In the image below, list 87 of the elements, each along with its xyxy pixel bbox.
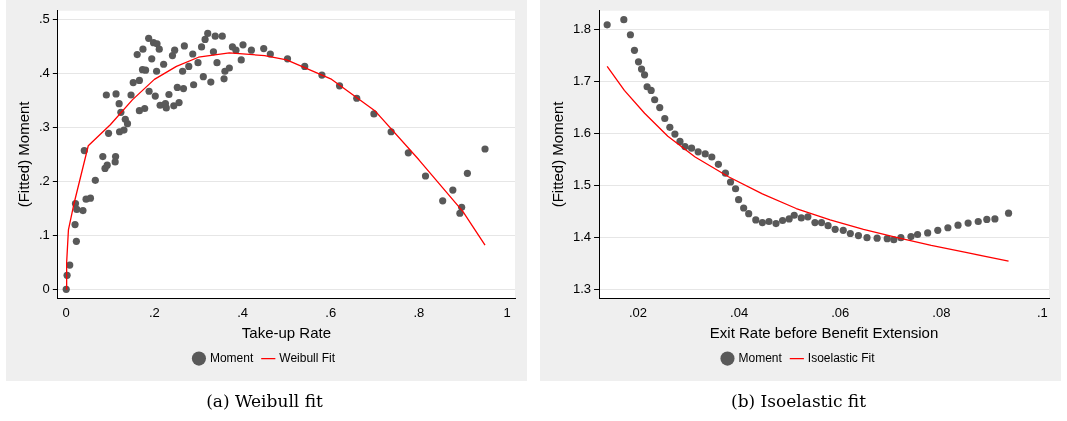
point <box>863 234 871 242</box>
x-tick-label: .6 <box>325 305 337 321</box>
point <box>924 229 932 237</box>
x-tick-label: 0 <box>62 305 70 321</box>
point <box>797 214 805 222</box>
point <box>647 86 655 94</box>
y-axis-title: (Fitted) Moment <box>549 100 567 208</box>
point <box>785 215 793 223</box>
point <box>666 123 674 131</box>
point <box>964 219 972 227</box>
point <box>637 65 646 73</box>
point <box>913 230 922 239</box>
point <box>603 21 611 29</box>
point <box>811 218 819 227</box>
point <box>735 196 743 204</box>
x-tick-label: 1 <box>503 305 511 321</box>
point <box>824 222 832 230</box>
y-tick-label: 1.5 <box>572 177 592 193</box>
point <box>954 221 962 229</box>
point <box>846 229 854 238</box>
point <box>656 103 664 112</box>
point <box>671 130 679 138</box>
text: (a) Weibull fit <box>206 391 323 412</box>
point <box>817 218 826 227</box>
point <box>708 153 716 161</box>
point <box>701 150 709 158</box>
point <box>883 235 891 243</box>
x-axis-title: Take-up Rate <box>241 323 332 341</box>
point <box>620 16 628 24</box>
x-tick-label: .2 <box>148 305 160 321</box>
point <box>907 233 915 241</box>
point <box>983 215 991 224</box>
x-tick-label: .8 <box>413 305 425 321</box>
point <box>934 226 942 234</box>
point <box>651 96 659 104</box>
point <box>661 114 669 123</box>
y-tick-label: .3 <box>39 118 50 134</box>
point <box>731 185 740 193</box>
x-tick-label: .4 <box>237 305 248 321</box>
point <box>687 144 696 152</box>
point <box>714 160 722 168</box>
point <box>694 148 702 156</box>
point <box>740 204 748 212</box>
y-tick-label: .5 <box>39 11 50 27</box>
x-tick-label: .02 <box>628 305 648 321</box>
y-tick-label: 1.4 <box>572 229 592 245</box>
point <box>944 224 952 232</box>
y-tick-label: 1.7 <box>572 73 592 89</box>
y-axis-title: (Fitted) Moment <box>15 100 33 208</box>
x-tick-label: .04 <box>730 305 749 321</box>
y-tick-label: 1.8 <box>572 21 592 37</box>
y-tick-label: 1.3 <box>572 281 592 297</box>
point <box>640 71 649 79</box>
point <box>765 217 773 226</box>
point <box>974 217 982 226</box>
legend-label: Isoelastic Fit <box>807 350 876 365</box>
y-tick-label: .2 <box>39 172 50 188</box>
y-tick-label: .4 <box>39 65 50 80</box>
point <box>758 218 766 227</box>
point <box>873 234 881 242</box>
point <box>626 31 635 39</box>
x-tick-label: .1 <box>1037 305 1048 321</box>
point <box>991 215 999 223</box>
point <box>726 178 735 186</box>
point <box>634 58 643 66</box>
point <box>676 137 684 145</box>
point <box>752 216 760 224</box>
y-tick-label: 1.6 <box>572 125 592 141</box>
point <box>1004 209 1013 217</box>
point <box>778 216 787 225</box>
point <box>790 211 798 219</box>
point <box>745 210 753 218</box>
point <box>772 220 780 228</box>
point <box>831 225 839 233</box>
point <box>804 213 812 221</box>
legend-label: Moment <box>209 350 254 365</box>
text: (b) Isoelastic fit <box>731 391 867 412</box>
y-tick-label: .1 <box>39 226 50 242</box>
legend-label: Moment <box>738 350 783 365</box>
x-tick-label: .08 <box>932 305 951 321</box>
x-axis-title: Exit Rate before Benefit Extension <box>709 323 939 341</box>
legend-label: Weibull Fit <box>279 350 336 365</box>
point <box>839 226 847 234</box>
point <box>630 46 639 54</box>
point <box>854 231 863 240</box>
y-tick-label: 0 <box>42 280 50 296</box>
x-tick-label: .06 <box>831 305 850 321</box>
